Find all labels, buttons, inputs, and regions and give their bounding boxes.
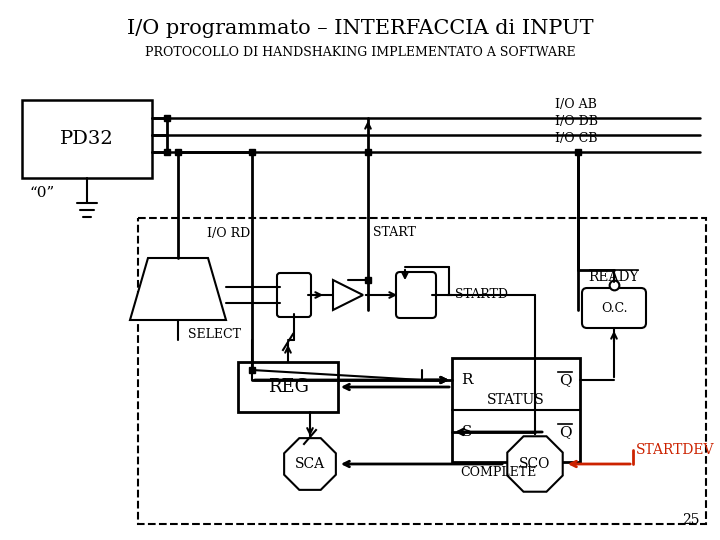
Text: I/O RD: I/O RD — [207, 226, 250, 240]
Bar — [22, 100, 152, 178]
Text: STATUS: STATUS — [487, 393, 545, 407]
FancyBboxPatch shape — [277, 273, 311, 317]
Bar — [138, 218, 706, 524]
Text: SCO: SCO — [519, 457, 551, 471]
Text: R: R — [462, 373, 473, 387]
FancyBboxPatch shape — [396, 272, 436, 318]
Bar — [452, 358, 580, 462]
Text: START: START — [373, 226, 416, 240]
Text: STARTDEV: STARTDEV — [636, 443, 714, 457]
Text: Q: Q — [559, 373, 571, 387]
Text: I/O CB: I/O CB — [555, 132, 598, 145]
Polygon shape — [130, 258, 226, 320]
Text: I/O programmato – INTERFACCIA di INPUT: I/O programmato – INTERFACCIA di INPUT — [127, 18, 593, 37]
Text: SELECT: SELECT — [188, 328, 241, 341]
Text: 25: 25 — [683, 513, 700, 527]
Text: I/O DB: I/O DB — [555, 115, 598, 128]
Text: SCA: SCA — [295, 457, 325, 471]
Text: S: S — [462, 425, 472, 439]
Polygon shape — [508, 436, 563, 492]
Text: “0”: “0” — [30, 186, 55, 200]
Bar — [238, 362, 338, 412]
FancyBboxPatch shape — [582, 288, 646, 328]
Text: PD32: PD32 — [60, 130, 114, 148]
Text: Q: Q — [559, 425, 571, 439]
Text: STARTD: STARTD — [455, 288, 508, 301]
Text: I/O AB: I/O AB — [555, 98, 597, 111]
Text: COMPLETE: COMPLETE — [460, 466, 536, 479]
Text: READY: READY — [589, 270, 639, 284]
Polygon shape — [284, 438, 336, 490]
Polygon shape — [333, 280, 363, 310]
Text: O.C.: O.C. — [600, 301, 627, 314]
Text: REG: REG — [268, 378, 308, 396]
Text: PROTOCOLLO DI HANDSHAKING IMPLEMENTATO A SOFTWARE: PROTOCOLLO DI HANDSHAKING IMPLEMENTATO A… — [145, 45, 575, 58]
